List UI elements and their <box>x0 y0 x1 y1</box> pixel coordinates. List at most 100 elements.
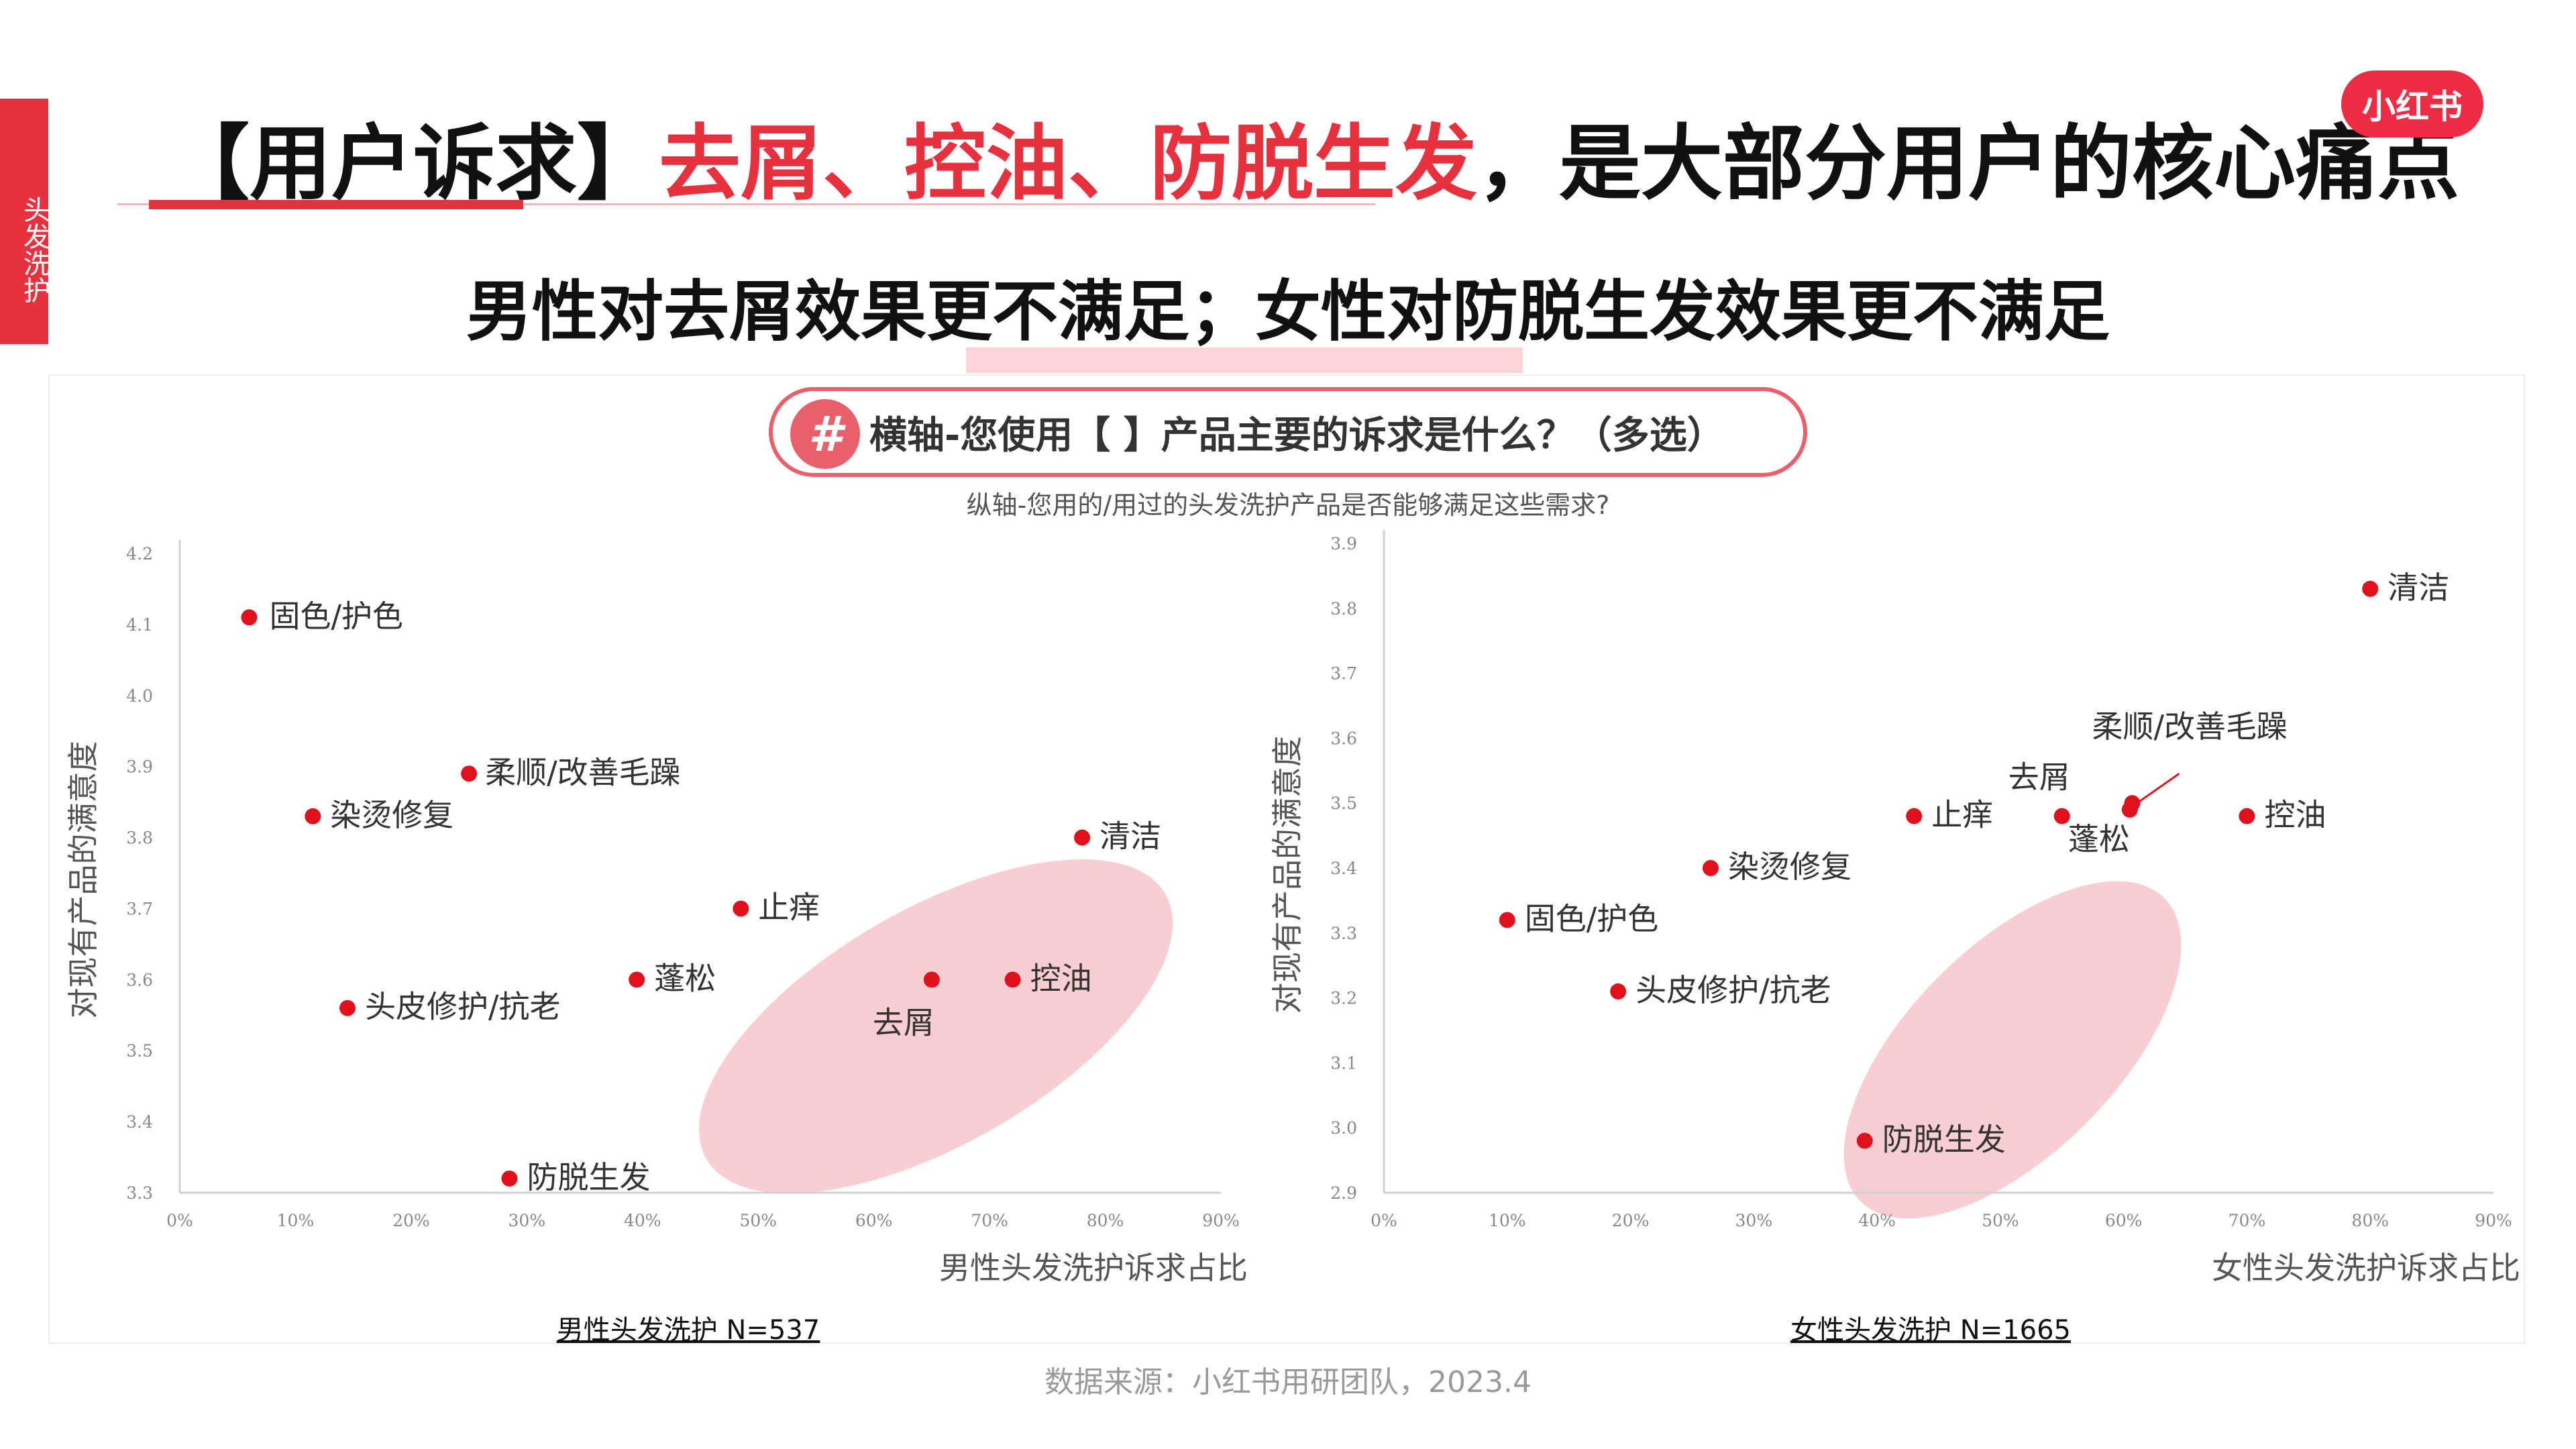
point-label: 清洁 <box>1099 818 1161 855</box>
data-point <box>2239 808 2255 824</box>
data-point <box>2053 808 2070 824</box>
y-tick-label: 3.8 <box>1330 599 1357 619</box>
point-label: 止痒 <box>758 889 820 925</box>
x-tick-label: 70% <box>971 1211 1008 1230</box>
x-axis-title: 女性头发洗护诉求占比 <box>2212 1250 2520 1286</box>
point-label: 蓬松 <box>654 960 716 996</box>
x-axis-title: 男性头发洗护诉求占比 <box>939 1250 1248 1286</box>
point-label: 控油 <box>1030 960 1092 996</box>
point-label: 控油 <box>2264 797 2326 833</box>
scatter-chart-1: 2.9 3.0 3.1 3.2 3.3 3.4 3.5 3.6 3.7 3.8 3.9 0% 10% 20… <box>1269 530 2520 1286</box>
xiaohongshu-logo: 小红书 <box>2341 70 2483 138</box>
x-tick-label: 30% <box>508 1211 546 1230</box>
title-highlight: 去屑、控油、防脱生发 <box>659 116 1477 211</box>
data-point <box>461 765 478 782</box>
subheadline: 男性对去屑效果更不满足；女性对防脱生发效果更不满足 <box>466 274 2110 350</box>
x-tick-label: 70% <box>2229 1211 2266 1230</box>
point-label: 柔顺/改善毛躁 <box>2092 708 2288 745</box>
x-tick-label: 30% <box>1735 1211 1773 1230</box>
y-tick-label: 2.9 <box>1330 1183 1357 1203</box>
x-tick-label: 0% <box>166 1211 193 1230</box>
chart-panel <box>48 374 2525 1344</box>
data-point <box>241 609 258 626</box>
y-tick-label: 3.7 <box>126 899 153 918</box>
y-tick-label: 3.7 <box>1330 664 1357 684</box>
data-point <box>305 808 321 824</box>
question-pill <box>769 387 1807 477</box>
y-tick-label: 3.5 <box>126 1041 153 1061</box>
point-label: 固色/护色 <box>269 598 403 634</box>
data-point <box>1610 983 1627 1000</box>
point-label: 防脱生发 <box>527 1159 650 1195</box>
highlight-ellipse <box>698 859 1173 1193</box>
title-underline <box>117 203 1375 205</box>
y-tick-label: 3.3 <box>126 1183 153 1203</box>
data-point <box>1499 912 1515 928</box>
y-axis-title: 对现有产品的满意度 <box>65 741 101 1019</box>
x-tick-label: 50% <box>739 1211 777 1230</box>
subheadline-highlight-bar <box>966 347 1523 373</box>
data-point <box>1906 808 1923 824</box>
data-point <box>923 971 940 988</box>
data-point <box>733 900 749 917</box>
data-source: 数据来源：小红书用研团队，2023.4 <box>1044 1365 1532 1399</box>
x-tick-label: 10% <box>1489 1211 1526 1230</box>
point-label: 柔顺/改善毛躁 <box>485 754 681 790</box>
x-tick-label: 80% <box>1087 1211 1124 1230</box>
point-label: 止痒 <box>1931 797 1993 833</box>
y-tick-label: 3.8 <box>126 828 153 848</box>
x-axis-question: 横轴-您使用【 】产品主要的诉求是什么？（多选） <box>869 414 1725 458</box>
point-label: 去屑 <box>2008 759 2070 796</box>
y-tick-label: 3.9 <box>126 757 153 777</box>
point-label: 染烫修复 <box>330 797 453 833</box>
point-label: 防脱生发 <box>1882 1122 2006 1158</box>
y-tick-label: 3.4 <box>1330 859 1357 878</box>
x-tick-label: 10% <box>277 1211 315 1230</box>
y-tick-label: 3.6 <box>1330 729 1357 748</box>
y-tick-label: 3.6 <box>126 970 153 989</box>
x-tick-label: 40% <box>1858 1211 1896 1230</box>
data-point <box>2121 801 2138 818</box>
y-tick-label: 3.1 <box>1330 1053 1357 1073</box>
y-tick-label: 3.3 <box>1330 924 1357 943</box>
male-chart-caption: 男性头发洗护 N=537 <box>556 1315 820 1346</box>
data-point <box>1703 860 1719 876</box>
hash-icon: # <box>790 399 860 469</box>
point-label: 蓬松 <box>2068 821 2130 857</box>
point-label: 头皮修护/抗老 <box>365 989 561 1025</box>
x-tick-label: 40% <box>624 1211 661 1230</box>
y-axis-title: 对现有产品的满意度 <box>1269 736 1305 1014</box>
data-point <box>629 971 645 988</box>
x-tick-label: 90% <box>2475 1211 2512 1230</box>
point-label: 去屑 <box>873 1004 934 1040</box>
x-tick-label: 0% <box>1371 1211 1397 1230</box>
point-label: 头皮修护/抗老 <box>1635 972 1831 1008</box>
data-point <box>2362 580 2379 597</box>
female-chart-caption: 女性头发洗护 N=1665 <box>1790 1315 2071 1346</box>
point-label: 固色/护色 <box>1525 900 1659 936</box>
data-point <box>1004 971 1021 988</box>
x-tick-label: 90% <box>1202 1211 1240 1230</box>
y-tick-label: 3.9 <box>1330 534 1357 553</box>
y-axis-question: 纵轴-您用的/用过的头发洗护产品是否能够满足这些需求? <box>966 490 1610 520</box>
y-tick-label: 3.4 <box>126 1112 153 1132</box>
x-tick-label: 20% <box>392 1211 430 1230</box>
y-tick-label: 4.0 <box>126 686 153 706</box>
side-tab: 头发洗护 <box>0 99 50 344</box>
y-tick-label: 3.5 <box>1330 794 1357 813</box>
x-tick-label: 80% <box>2351 1211 2389 1230</box>
y-tick-label: 3.2 <box>1330 989 1357 1008</box>
x-tick-label: 60% <box>2105 1211 2143 1230</box>
data-point <box>1856 1132 1873 1149</box>
title-suffix: ，是大部分用户的核心痛点 <box>1477 116 2459 211</box>
y-tick-label: 3.0 <box>1330 1118 1357 1138</box>
data-point <box>339 1000 356 1016</box>
scatter-chart-0: 3.3 3.4 3.5 3.6 3.7 3.8 3.9 4.0 4.1 4.2 0% 10% 20% 30… <box>65 540 1248 1286</box>
title-prefix: 【用户诉求】 <box>168 116 659 211</box>
x-tick-label: 60% <box>855 1211 893 1230</box>
data-point <box>1074 829 1091 846</box>
data-point <box>501 1170 518 1187</box>
title-underline-accent <box>149 200 523 209</box>
x-tick-label: 20% <box>1612 1211 1650 1230</box>
